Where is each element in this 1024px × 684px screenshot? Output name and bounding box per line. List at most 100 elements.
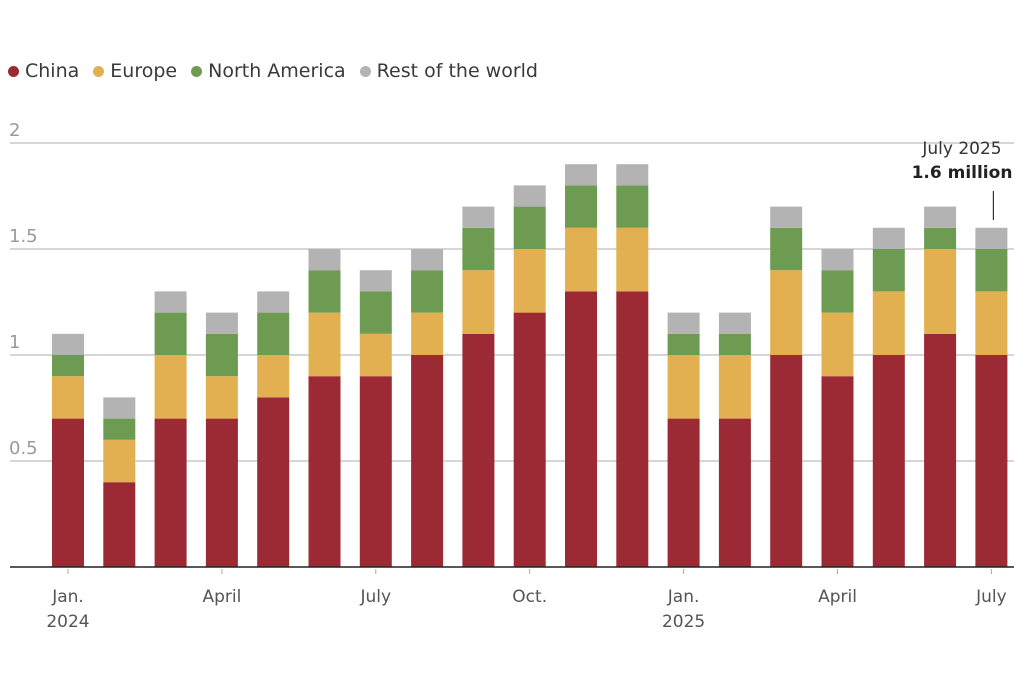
bar-segment-rest-of-the-world	[359, 270, 392, 292]
bar-segment-rest-of-the-world	[975, 227, 1008, 249]
bar-segment-china	[718, 418, 751, 567]
bar-segment-europe	[154, 355, 187, 419]
legend-item-rest-of-the-world: Rest of the world	[359, 60, 538, 82]
legend: China Europe North America Rest of the worl…	[8, 60, 552, 82]
bar-segment-rest-of-the-world	[667, 312, 700, 334]
bar-segment-north-america	[103, 418, 136, 440]
bar-stack-2025-04	[821, 249, 854, 567]
bar-segment-north-america	[718, 333, 751, 355]
bar-segment-north-america	[52, 355, 84, 377]
bar-segment-europe	[616, 227, 649, 292]
bar-segment-europe	[359, 333, 392, 377]
annotation-label: July 2025	[921, 139, 1001, 159]
bar-segment-europe	[924, 249, 957, 334]
bar-segment-china	[308, 376, 341, 567]
bar-segment-north-america	[411, 270, 444, 313]
legend-item-europe: Europe	[93, 60, 177, 82]
x-tick-label: April	[818, 587, 857, 607]
bar-segment-europe	[52, 376, 84, 419]
bar-segment-rest-of-the-world	[821, 249, 854, 271]
bar-segment-china	[565, 291, 597, 567]
y-tick-label: 2	[9, 120, 20, 141]
bar-segment-china	[975, 355, 1008, 567]
legend-swatch-north-america	[191, 65, 203, 77]
bar-stack-2025-03	[770, 206, 803, 567]
bar-segment-europe	[462, 270, 495, 334]
bar-stack-2025-05	[872, 227, 905, 567]
bar-segment-rest-of-the-world	[308, 249, 341, 271]
bar-segment-north-america	[513, 206, 546, 249]
bar-segment-rest-of-the-world	[616, 164, 649, 186]
x-axis: Jan. 2024 April July Oct. Jan. 2025 April July	[10, 566, 1014, 632]
bar-segment-rest-of-the-world	[718, 312, 751, 334]
x-tick-label: July	[360, 587, 392, 607]
bar-segment-china	[616, 291, 649, 567]
x-tick-label: Jan.	[667, 587, 700, 607]
bar-stack-2024-06	[308, 249, 341, 567]
bar-segment-rest-of-the-world	[565, 164, 597, 186]
legend-swatch-china	[8, 65, 19, 77]
bar-segment-rest-of-the-world	[872, 227, 905, 249]
bar-segment-north-america	[359, 291, 392, 334]
annotation: July 2025 1.6 million	[912, 139, 1012, 220]
legend-label: China	[25, 60, 80, 82]
bar-segment-china	[821, 376, 854, 567]
x-tick-label: 2024	[46, 612, 89, 632]
x-tick-label: April	[202, 587, 241, 607]
bar-stack-2024-09	[462, 206, 495, 567]
bar-stack-2024-05	[257, 291, 290, 567]
legend-item-north-america: North America	[191, 60, 346, 82]
bar-segment-europe	[565, 227, 597, 292]
bar-stack-2024-02	[103, 397, 136, 567]
bar-segment-china	[667, 418, 700, 567]
bar-segment-europe	[103, 439, 136, 483]
bar-segment-north-america	[667, 333, 700, 355]
bar-segment-china	[52, 418, 84, 567]
bar-stack-2024-12	[616, 164, 649, 567]
bar-stack-2024-04	[205, 312, 238, 567]
legend-label: Rest of the world	[376, 60, 538, 82]
y-tick-label: 0.5	[9, 438, 38, 459]
bar-stack-2024-07	[359, 270, 392, 567]
bar-segment-europe	[770, 270, 803, 355]
bar-segment-europe	[205, 376, 238, 419]
x-tick-label: Oct.	[512, 587, 547, 607]
bar-segment-rest-of-the-world	[462, 206, 495, 228]
bar-segment-rest-of-the-world	[154, 291, 187, 313]
bar-segment-north-america	[872, 249, 905, 292]
bar-segment-north-america	[205, 333, 238, 377]
bar-stack-2024-10	[513, 185, 546, 567]
bar-segment-europe	[308, 312, 341, 377]
bar-segment-north-america	[616, 185, 649, 228]
bar-segment-china	[103, 482, 136, 567]
legend-swatch-europe	[93, 65, 105, 77]
bar-segment-europe	[667, 355, 700, 419]
bar-segment-china	[411, 355, 444, 567]
bar-stack-2025-01	[667, 312, 700, 567]
bar-segment-rest-of-the-world	[411, 249, 444, 271]
bar-stack-2024-08	[411, 249, 444, 567]
x-tick-label: Jan.	[51, 587, 84, 607]
bar-stack-2025-02	[718, 312, 751, 567]
bar-segment-china	[257, 397, 290, 567]
bar-stack-2025-06	[924, 206, 957, 567]
bar-segment-north-america	[565, 185, 597, 228]
bar-segment-rest-of-the-world	[52, 333, 84, 355]
bar-segment-europe	[975, 291, 1008, 355]
bar-segment-rest-of-the-world	[924, 206, 957, 228]
bar-segment-china	[770, 355, 803, 567]
bar-segment-north-america	[257, 312, 290, 355]
x-tick-label: 2025	[662, 612, 705, 632]
bar-segment-europe	[411, 312, 444, 355]
bar-segment-north-america	[924, 227, 957, 249]
bar-stack-2025-07	[975, 227, 1008, 567]
bar-segment-rest-of-the-world	[205, 312, 238, 334]
bar-segment-europe	[513, 249, 546, 313]
legend-label: North America	[208, 60, 346, 82]
bar-segment-china	[513, 312, 546, 567]
bar-segment-china	[154, 418, 187, 567]
bar-segment-north-america	[770, 227, 803, 271]
bar-segment-rest-of-the-world	[770, 206, 803, 228]
bar-segment-china	[872, 355, 905, 567]
